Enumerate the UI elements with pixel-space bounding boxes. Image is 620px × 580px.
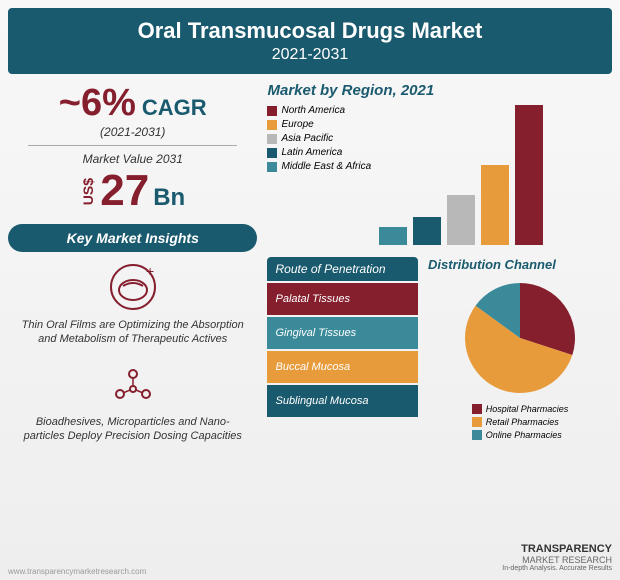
legend-label: Asia Pacific xyxy=(281,133,333,144)
region-bars xyxy=(379,105,612,245)
insights-title: Key Market Insights xyxy=(8,224,257,252)
legend-label: Latin America xyxy=(281,147,342,158)
dist-legend-item: Hospital Pharmacies xyxy=(472,404,569,414)
insight-icon xyxy=(108,359,158,409)
legend-label: Hospital Pharmacies xyxy=(486,404,569,414)
svg-text:+: + xyxy=(146,263,154,279)
left-column: ~6% CAGR (2021-2031) Market Value 2031 U… xyxy=(8,82,257,455)
legend-swatch xyxy=(267,106,277,116)
cagr-block: ~6% CAGR (2021-2031) xyxy=(8,82,257,139)
legend-swatch xyxy=(472,417,482,427)
year-range: 2021-2031 xyxy=(18,46,602,64)
header-banner: Oral Transmucosal Drugs Market 2021-2031 xyxy=(8,8,612,74)
dist-legend-item: Online Pharmacies xyxy=(472,430,569,440)
region-chart: North America Europe Asia Pacific Latin Ame… xyxy=(267,105,612,245)
legend-label: Retail Pharmacies xyxy=(486,417,559,427)
legend-swatch xyxy=(472,430,482,440)
legend-label: North America xyxy=(281,105,345,116)
region-title: Market by Region, 2021 xyxy=(267,82,612,99)
logo-tag: In-depth Analysis. Accurate Results xyxy=(502,565,612,572)
route-item: Gingival Tissues xyxy=(267,317,418,349)
legend-label: Europe xyxy=(281,119,313,130)
route-items: Palatal TissuesGingival TissuesBuccal Mu… xyxy=(267,283,418,417)
mv-currency: US$ xyxy=(80,178,96,205)
dist-block: Distribution Channel Hospital Pharmacies… xyxy=(428,257,612,443)
insights-list: + Thin Oral Films are Optimizing the Abso… xyxy=(8,262,257,443)
divider xyxy=(28,145,237,146)
main-content: ~6% CAGR (2021-2031) Market Value 2031 U… xyxy=(8,82,612,455)
watermark: www.transparencymarketresearch.com xyxy=(8,567,146,576)
legend-swatch xyxy=(267,148,277,158)
cagr-value: ~6% xyxy=(59,82,136,125)
mv-value: 27 xyxy=(100,166,149,216)
legend-item: North America xyxy=(267,105,371,116)
insight-text: Thin Oral Films are Optimizing the Absor… xyxy=(8,318,257,347)
route-title: Route of Penetration xyxy=(267,257,418,281)
route-item: Sublingual Mucosa xyxy=(267,385,418,417)
pie-chart xyxy=(460,278,580,398)
logo-main: TRANSPARENCY xyxy=(502,543,612,555)
bar xyxy=(379,227,407,245)
insight-item: Bioadhesives, Microparticles and Nano-pa… xyxy=(8,359,257,444)
bar xyxy=(515,105,543,245)
cagr-period: (2021-2031) xyxy=(8,125,257,139)
mv-label: Market Value 2031 xyxy=(8,152,257,166)
title: Oral Transmucosal Drugs Market xyxy=(18,18,602,44)
legend-label: Middle East & Africa xyxy=(281,161,371,172)
legend-swatch xyxy=(267,162,277,172)
legend-item: Middle East & Africa xyxy=(267,161,371,172)
cagr-label: CAGR xyxy=(142,95,207,121)
legend-label: Online Pharmacies xyxy=(486,430,562,440)
legend-item: Asia Pacific xyxy=(267,133,371,144)
mv-unit: Bn xyxy=(153,184,185,212)
insight-icon: + xyxy=(108,262,158,312)
infographic-container: Oral Transmucosal Drugs Market 2021-2031… xyxy=(0,0,620,580)
legend-item: Latin America xyxy=(267,147,371,158)
dist-legend-item: Retail Pharmacies xyxy=(472,417,569,427)
legend-swatch xyxy=(267,134,277,144)
route-item: Buccal Mucosa xyxy=(267,351,418,383)
dist-title: Distribution Channel xyxy=(428,257,612,272)
legend-swatch xyxy=(472,404,482,414)
route-item: Palatal Tissues xyxy=(267,283,418,315)
right-column: Market by Region, 2021 North America Euro… xyxy=(267,82,612,455)
insight-text: Bioadhesives, Microparticles and Nano-pa… xyxy=(8,415,257,444)
insight-item: + Thin Oral Films are Optimizing the Abso… xyxy=(8,262,257,347)
logo-sub: MARKET RESEARCH xyxy=(502,555,612,565)
bar xyxy=(481,165,509,245)
legend-item: Europe xyxy=(267,119,371,130)
market-value-block: Market Value 2031 US$ 27 Bn xyxy=(8,152,257,216)
legend-swatch xyxy=(267,120,277,130)
bar xyxy=(447,195,475,245)
bar xyxy=(413,217,441,245)
dist-legend: Hospital Pharmacies Retail Pharmacies Onli… xyxy=(472,404,569,443)
route-block: Route of Penetration Palatal TissuesGing… xyxy=(267,257,418,443)
logo: TRANSPARENCY MARKET RESEARCH In-depth An… xyxy=(502,543,612,572)
pie-wrap: Hospital Pharmacies Retail Pharmacies Onli… xyxy=(428,278,612,443)
region-legend: North America Europe Asia Pacific Latin Ame… xyxy=(267,105,371,245)
bottom-row: Route of Penetration Palatal TissuesGing… xyxy=(267,257,612,443)
